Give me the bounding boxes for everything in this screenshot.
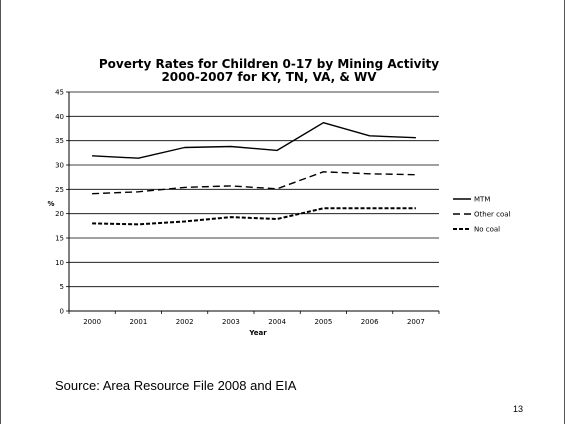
y-tick-label-20: 20 xyxy=(55,210,64,218)
series-line-other-coal xyxy=(92,171,416,195)
x-tick-label-2004: 2004 xyxy=(268,318,286,326)
x-tick-label-2000: 2000 xyxy=(83,318,101,326)
legend-label-other-coal: Other coal xyxy=(474,211,511,219)
x-tick-label-2001: 2001 xyxy=(129,318,147,326)
source-note: Source: Area Resource File 2008 and EIA xyxy=(55,378,297,393)
x-tick-label-2002: 2002 xyxy=(176,318,194,326)
y-axis-label: % xyxy=(47,200,54,208)
y-tick-label-5: 5 xyxy=(60,283,64,291)
y-tick-label-35: 35 xyxy=(55,137,64,145)
y-tick-label-0: 0 xyxy=(60,308,64,316)
y-tick-label-25: 25 xyxy=(55,186,64,194)
y-tick-label-45: 45 xyxy=(55,89,64,97)
page-number: 13 xyxy=(513,404,524,414)
y-tick-label-30: 30 xyxy=(55,162,64,170)
series-line-no-coal xyxy=(92,207,416,226)
chart-title-line-1: Poverty Rates for Children 0-17 by Minin… xyxy=(99,57,439,71)
chart-title-line-2: 2000-2007 for KY, TN, VA, & WV xyxy=(161,70,377,84)
legend-label-mtm: MTM xyxy=(474,196,490,204)
y-tick-label-15: 15 xyxy=(55,235,64,243)
x-tick-label-2005: 2005 xyxy=(314,318,332,326)
x-tick-label-2006: 2006 xyxy=(361,318,379,326)
series-line-mtm xyxy=(92,121,416,159)
x-tick-label-2003: 2003 xyxy=(222,318,240,326)
x-tick-label-2007: 2007 xyxy=(407,318,425,326)
legend-label-no-coal: No coal xyxy=(474,226,500,234)
y-tick-label-40: 40 xyxy=(55,113,64,121)
y-tick-label-10: 10 xyxy=(55,259,64,267)
x-axis-label: Year xyxy=(248,329,267,337)
